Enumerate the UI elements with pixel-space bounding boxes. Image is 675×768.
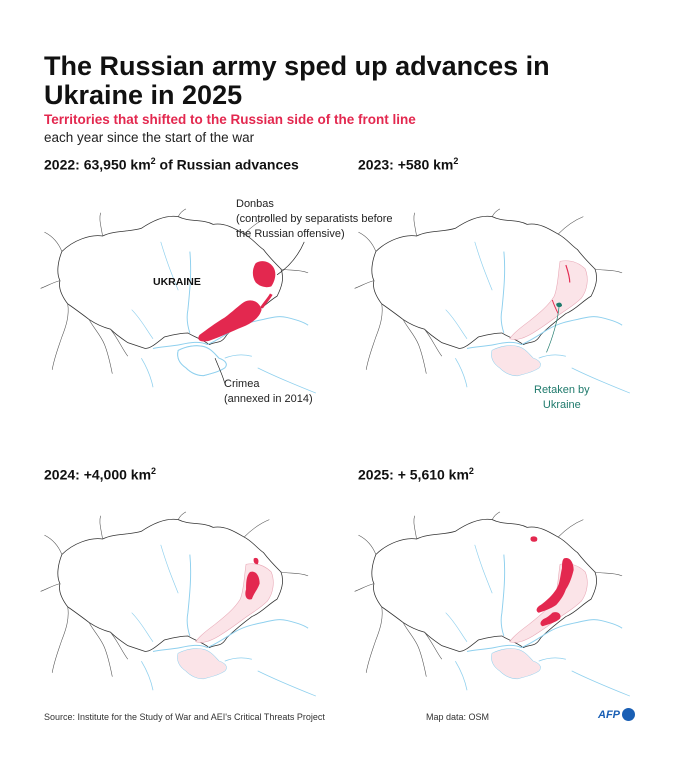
source-note: Source: Institute for the Study of War a…	[44, 712, 325, 722]
afp-logo-dot-icon	[622, 708, 635, 721]
donbas-annotation: Donbas (controlled by separatists before…	[236, 198, 393, 240]
donbas-leader-line	[276, 241, 305, 276]
southern-advances-2022	[198, 300, 262, 342]
panel-title-2023: 2023: +580 km2	[358, 156, 459, 173]
retaken-annotation: Retaken by Ukraine	[534, 384, 590, 411]
advances-2023	[565, 264, 571, 283]
donbas-area	[252, 261, 276, 288]
panel-title-2022: 2022: 63,950 km2 of Russian advances	[44, 156, 299, 173]
retaken-area	[556, 302, 563, 308]
crimea-outline	[177, 345, 227, 377]
advances-2024-east	[245, 571, 260, 600]
advances-2025-east	[536, 558, 574, 613]
afp-logo-text: AFP	[598, 708, 620, 721]
country-label-ukraine: UKRAINE	[153, 276, 201, 288]
map-2023	[354, 208, 631, 394]
crimea-leader-line	[214, 358, 226, 384]
subtitle-secondary: each year since the start of the war	[44, 130, 255, 145]
chart-title: The Russian army sped up advances in Ukr…	[44, 51, 550, 110]
advances-2023-south	[551, 299, 559, 314]
subtitle: Territories that shifted to the Russian …	[44, 112, 416, 127]
advances-2024-north	[253, 557, 259, 565]
advances-2025-south	[540, 612, 561, 627]
map-2025	[354, 511, 631, 697]
advances-2025-kursk-border	[530, 536, 538, 542]
map-data-note: Map data: OSM	[426, 712, 490, 722]
panel-title-2025: 2025: + 5,610 km2	[358, 466, 474, 483]
retaken-leader-line	[546, 305, 560, 353]
map-2022	[40, 208, 317, 394]
crimea-annotation: Crimea (annexed in 2014)	[224, 378, 313, 405]
panel-title-2024: 2024: +4,000 km2	[44, 466, 157, 483]
map-2024	[40, 511, 317, 697]
afp-logo: AFP	[598, 708, 635, 721]
